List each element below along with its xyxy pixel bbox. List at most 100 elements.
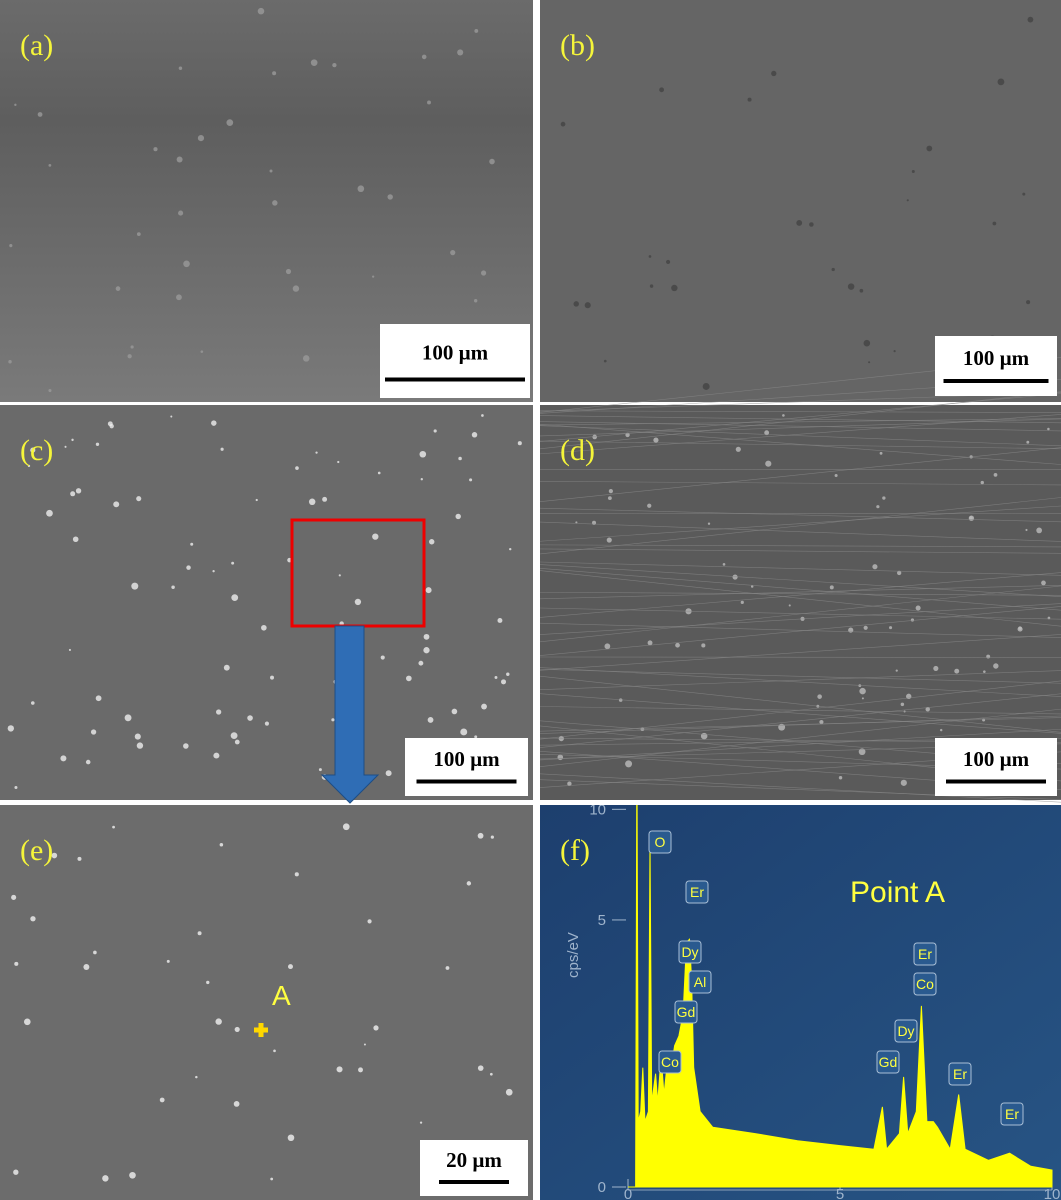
particle [982, 719, 985, 722]
scale-bar-label: 20 µm [446, 1148, 502, 1172]
particle [469, 478, 472, 481]
particle [213, 753, 219, 759]
particle [235, 740, 240, 745]
particle [1025, 529, 1027, 531]
particle [256, 499, 258, 501]
particle [69, 649, 71, 651]
particle [653, 437, 658, 442]
particle [358, 185, 365, 192]
particle [894, 350, 896, 352]
particle [48, 164, 51, 167]
peak-label: Gd [677, 1004, 696, 1020]
particle [518, 441, 522, 445]
particle [983, 670, 986, 673]
particle [1018, 627, 1023, 632]
particle [426, 587, 432, 593]
particle [419, 451, 426, 458]
particle [358, 1067, 363, 1072]
particle [862, 697, 864, 699]
particle [736, 447, 741, 452]
particle [247, 715, 253, 721]
particle [675, 643, 680, 648]
particle [455, 514, 460, 519]
particle [1047, 428, 1050, 431]
particle [940, 729, 942, 731]
particle [489, 159, 495, 165]
particle [131, 583, 138, 590]
particle [474, 735, 477, 738]
figure: 05100510cps/eVPoint AOErDyAlGdCoGdDyErCo… [0, 0, 1061, 1200]
particle [868, 361, 870, 363]
particle [14, 962, 18, 966]
particle [1041, 581, 1046, 586]
particle [195, 1076, 197, 1078]
particle [137, 742, 143, 748]
y-axis-label: cps/eV [565, 932, 582, 978]
particle [102, 1175, 108, 1181]
particle [226, 119, 233, 126]
particle [293, 285, 299, 291]
particle [372, 276, 374, 278]
page: {"panels": [ {"label": "(a)", "scale_bar… [0, 0, 1061, 1200]
particle [261, 625, 267, 631]
particle [270, 170, 273, 173]
particle [609, 489, 613, 493]
particle [167, 960, 170, 963]
particle [86, 760, 91, 765]
particle [506, 1089, 513, 1096]
particle [265, 722, 269, 726]
particle [212, 570, 214, 572]
particle [467, 881, 471, 885]
particle [31, 701, 35, 705]
particle [206, 981, 209, 984]
particle [830, 585, 834, 589]
particle [506, 673, 509, 676]
particle [381, 655, 385, 659]
particle [901, 780, 907, 786]
particle [703, 383, 710, 390]
particle [179, 67, 182, 70]
particle [478, 833, 484, 839]
particle [112, 826, 115, 829]
particle [125, 714, 132, 721]
particle [981, 481, 984, 484]
particle [113, 501, 119, 507]
particle [235, 1027, 240, 1032]
particle [741, 601, 744, 604]
particle [170, 416, 172, 418]
particle [339, 574, 341, 576]
particle [160, 1098, 165, 1103]
particle [190, 543, 193, 546]
particle [650, 284, 653, 287]
particle [116, 286, 121, 291]
particle [183, 260, 190, 267]
particle [748, 98, 752, 102]
particle [8, 360, 11, 363]
particle [178, 211, 183, 216]
particle [364, 1043, 366, 1045]
particle [481, 270, 486, 275]
particle [648, 640, 653, 645]
particle [234, 1101, 240, 1107]
particle [1026, 441, 1029, 444]
particle [723, 563, 726, 566]
particle [880, 452, 883, 455]
particle [224, 665, 230, 671]
particle [458, 457, 462, 461]
particle [460, 728, 467, 735]
particle [337, 461, 339, 463]
particle [70, 491, 75, 496]
particle [406, 676, 412, 682]
particle [77, 857, 81, 861]
particle [288, 1134, 295, 1141]
particle [1026, 300, 1030, 304]
y-tick-label: 10 [589, 801, 606, 818]
particle [60, 755, 66, 761]
panel-label: (f) [560, 834, 590, 867]
particle [450, 250, 455, 255]
particle [71, 439, 73, 441]
particle [491, 836, 494, 839]
panel-label: (a) [20, 29, 53, 62]
scale-bar-label: 100 µm [963, 747, 1030, 771]
particle [273, 1050, 276, 1053]
